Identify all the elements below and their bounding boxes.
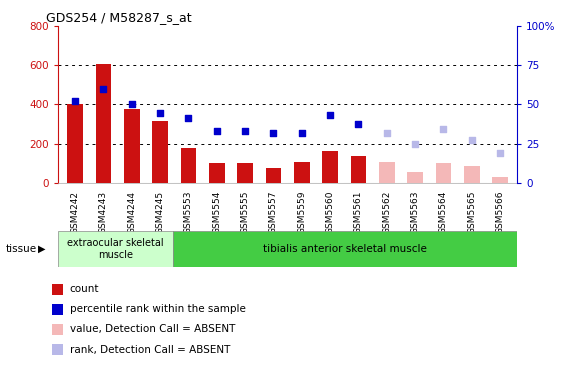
Bar — [173, 231, 517, 267]
Bar — [379, 163, 394, 183]
Bar — [124, 109, 139, 183]
Point — [382, 130, 392, 136]
Bar — [58, 231, 173, 267]
Bar — [237, 163, 253, 183]
Point — [70, 98, 80, 104]
Bar — [322, 150, 338, 183]
Bar — [181, 147, 196, 183]
Bar — [464, 166, 479, 183]
Bar — [351, 156, 366, 183]
Point — [439, 126, 448, 132]
Text: value, Detection Call = ABSENT: value, Detection Call = ABSENT — [70, 324, 235, 335]
Point — [325, 112, 335, 117]
Point — [410, 141, 419, 146]
Point — [127, 101, 137, 107]
Point — [297, 130, 306, 136]
Point — [241, 128, 250, 134]
Point — [354, 121, 363, 127]
Text: extraocular skeletal
muscle: extraocular skeletal muscle — [67, 238, 164, 260]
Point — [212, 128, 221, 134]
Bar — [294, 163, 310, 183]
Text: tissue: tissue — [6, 244, 37, 254]
Point — [467, 137, 476, 143]
Point — [184, 115, 193, 121]
Bar — [266, 168, 281, 183]
Text: rank, Detection Call = ABSENT: rank, Detection Call = ABSENT — [70, 344, 230, 355]
Bar — [407, 172, 423, 183]
Point — [156, 110, 165, 116]
Bar — [96, 64, 111, 183]
Bar — [152, 121, 168, 183]
Point — [269, 130, 278, 136]
Bar — [436, 163, 451, 183]
Text: percentile rank within the sample: percentile rank within the sample — [70, 304, 246, 314]
Text: count: count — [70, 284, 99, 294]
Text: tibialis anterior skeletal muscle: tibialis anterior skeletal muscle — [263, 244, 427, 254]
Point — [496, 150, 505, 156]
Bar — [67, 104, 83, 183]
Text: ▶: ▶ — [38, 244, 45, 254]
Bar — [209, 163, 224, 183]
Point — [99, 86, 108, 92]
Bar — [492, 177, 508, 183]
Text: GDS254 / M58287_s_at: GDS254 / M58287_s_at — [46, 11, 192, 24]
